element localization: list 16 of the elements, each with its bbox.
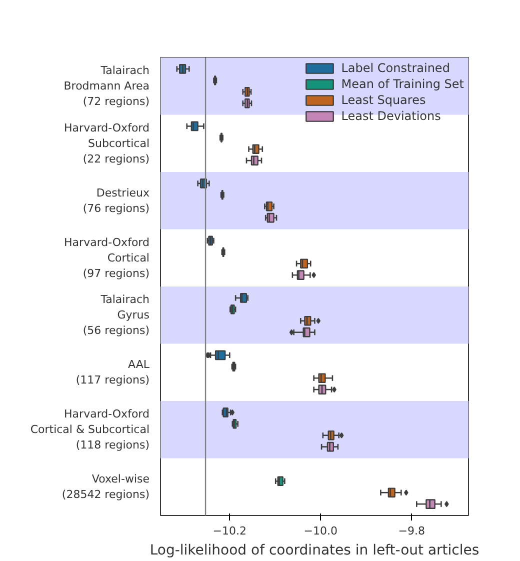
y-tick-label: AAL (117 regions) <box>76 358 150 387</box>
y-tick-label: Harvard-Oxford Cortical (97 regions) <box>64 236 150 280</box>
y-tick-label: Harvard-Oxford Cortical & Subcortical (118 regions) <box>30 408 150 452</box>
legend-label: Least Squares <box>341 93 426 107</box>
y-tick-label: Voxel-wise (28542 regions) <box>62 472 150 502</box>
y-tick-label: Talairach Gyrus (56 regions) <box>82 293 150 338</box>
x-tick-label: −10.2 <box>212 524 247 538</box>
y-tick-label: Talairach Brodmann Area (72 regions) <box>64 64 150 108</box>
x-tick-label: −10.0 <box>304 524 338 538</box>
x-axis-title: Log-likelihood of coordinates in left-out articles <box>150 542 480 558</box>
legend-label: Mean of Training Set <box>341 77 464 91</box>
x-tick-label: −9.8 <box>398 524 425 538</box>
legend-label: Least Deviations <box>341 109 441 123</box>
y-tick-label: Harvard-Oxford Subcortical (22 regions) <box>64 121 150 166</box>
y-tick-label: Destrieux (76 regions) <box>82 186 150 215</box>
legend-label: Label Constrained <box>341 61 450 75</box>
